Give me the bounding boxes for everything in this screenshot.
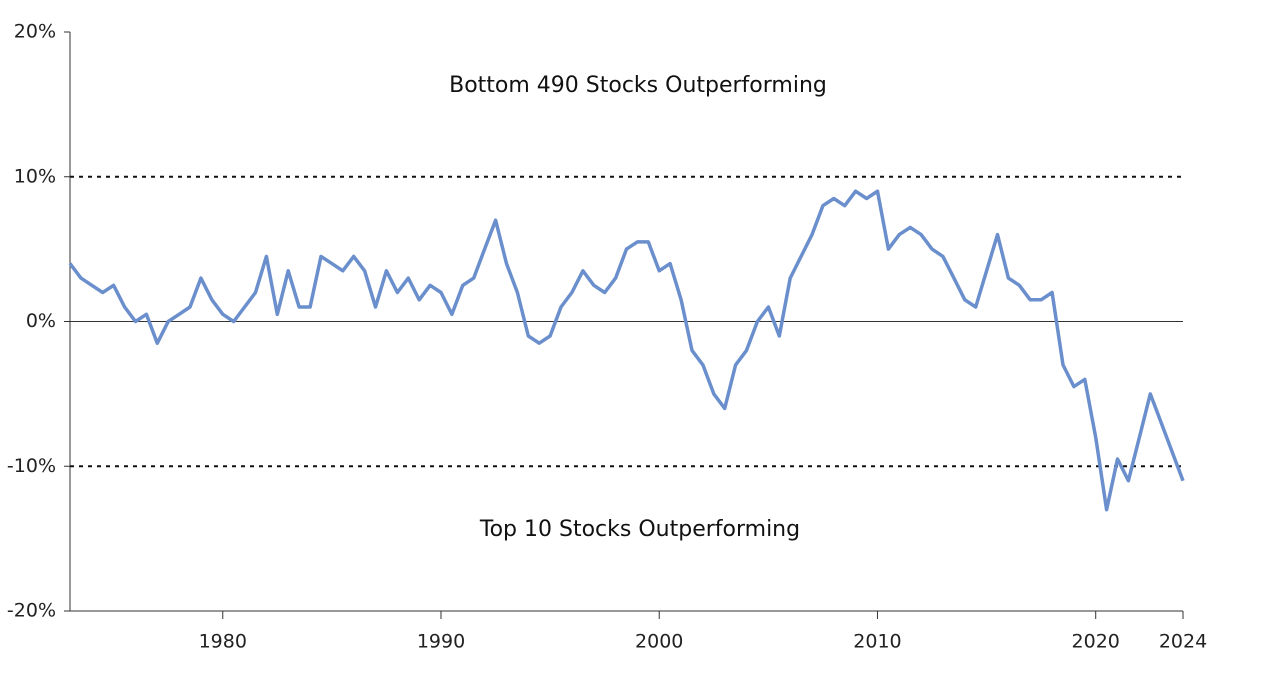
y-tick-label: 0%	[26, 310, 56, 332]
x-tick-label: 2024	[1159, 631, 1207, 653]
x-tick-label: 1980	[199, 631, 247, 653]
x-tick-label: 2020	[1072, 631, 1120, 653]
y-tick-label: -10%	[7, 455, 56, 477]
y-tick-label: -20%	[7, 600, 56, 622]
annotation: Top 10 Stocks Outperforming	[479, 517, 800, 542]
data-line	[68, 189, 1185, 512]
y-tick-label: 10%	[14, 165, 56, 187]
x-tick-label: 1990	[417, 631, 465, 653]
x-tick-label: 2010	[853, 631, 901, 653]
y-tick-label: 20%	[14, 21, 56, 43]
x-tick-label: 2000	[635, 631, 683, 653]
annotation: Bottom 490 Stocks Outperforming	[449, 73, 827, 98]
